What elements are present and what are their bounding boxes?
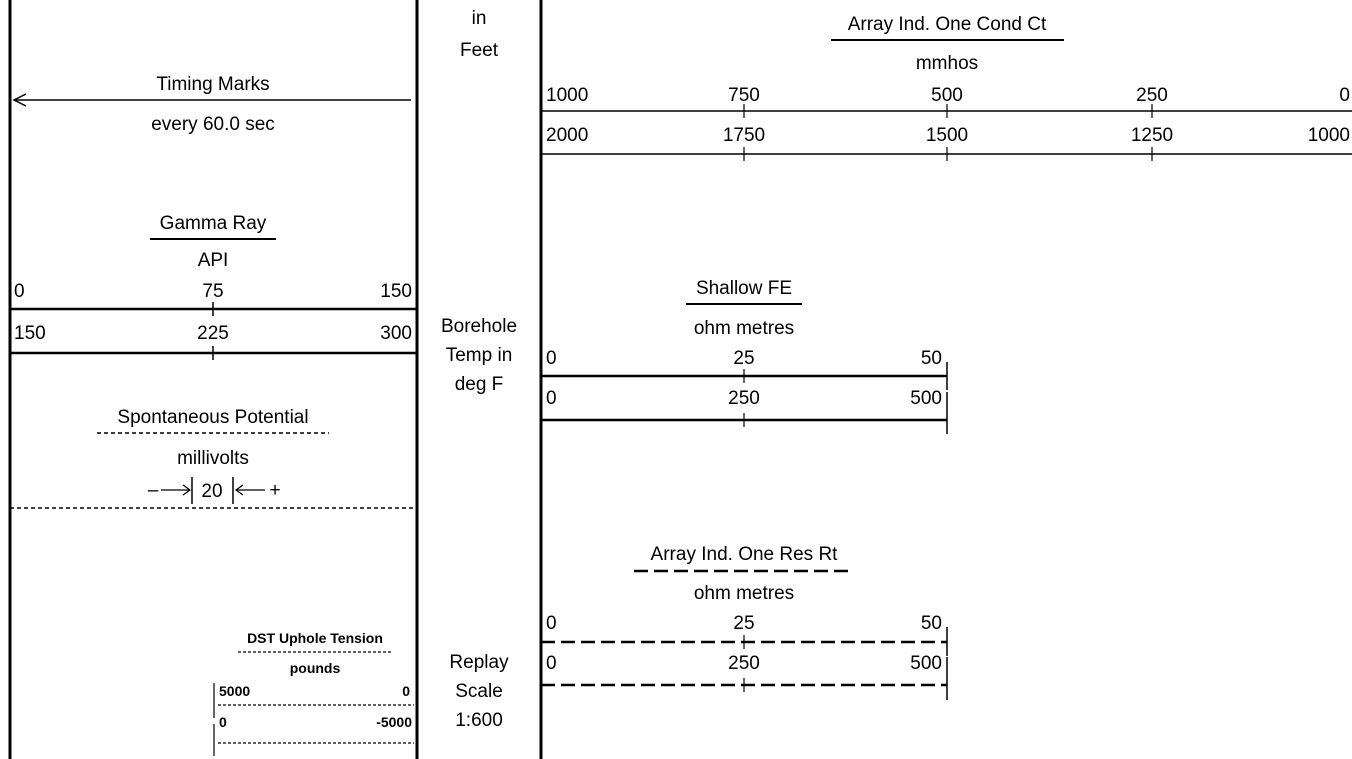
cond-unit: mmhos [916, 53, 978, 74]
shallow-scale2-max: 500 [910, 388, 942, 409]
depth-header-bottom: Feet [460, 40, 499, 61]
res-scale: Array Ind. One Res Rt ohm metres 0 25 50… [541, 544, 948, 700]
res-unit: ohm metres [694, 583, 794, 604]
gamma-scale2-mid: 225 [197, 323, 229, 344]
cond-scale2-v3: 1250 [1131, 125, 1173, 146]
sp-value: 20 [201, 481, 222, 502]
cond-scale1-v1: 750 [728, 85, 760, 106]
depth-track: in Feet Borehole Temp in deg F Replay Sc… [441, 8, 517, 731]
temp-label-1: Borehole [441, 316, 517, 337]
shallow-scale1-max: 50 [921, 348, 942, 369]
res-title: Array Ind. One Res Rt [651, 544, 839, 565]
cond-scale1-v3: 250 [1136, 85, 1168, 106]
shallow-scale2-mid: 250 [728, 388, 760, 409]
sp-unit: millivolts [177, 448, 249, 469]
sp-plus-sign: + [269, 480, 280, 501]
timing-subtitle: every 60.0 sec [151, 114, 275, 135]
res-scale2-max: 500 [910, 653, 942, 674]
gamma-scale1-mid: 75 [202, 281, 223, 302]
shallow-scale2-min: 0 [546, 388, 557, 409]
shallow-title: Shallow FE [696, 278, 792, 299]
shallow-unit: ohm metres [694, 318, 794, 339]
replay-label-3: 1:600 [455, 710, 503, 731]
gamma-scale2-min: 150 [14, 323, 46, 344]
timing-title: Timing Marks [156, 74, 269, 95]
depth-header-top: in [472, 8, 487, 29]
replay-label-1: Replay [449, 652, 509, 673]
dst-scale2-min: 0 [219, 714, 227, 730]
cond-scale2-v4: 1000 [1308, 125, 1350, 146]
gamma-unit: API [198, 250, 229, 271]
sp-scale: Spontaneous Potential millivolts – 20 + [10, 407, 417, 509]
gamma-scale1-min: 0 [14, 281, 25, 302]
arrow-left-icon [12, 93, 27, 107]
timing-marks: Timing Marks every 60.0 sec [12, 74, 411, 135]
sp-title: Spontaneous Potential [117, 407, 308, 428]
dst-scale1-max: 0 [402, 683, 410, 699]
arrow-left-small-icon [234, 484, 244, 496]
res-scale1-min: 0 [546, 613, 557, 634]
cond-scale2-v0: 2000 [546, 125, 588, 146]
res-scale2-mid: 250 [728, 653, 760, 674]
shallow-scale1-min: 0 [546, 348, 557, 369]
cond-scale1-v2: 500 [931, 85, 963, 106]
dst-title: DST Uphole Tension [247, 630, 383, 646]
res-scale2-min: 0 [546, 653, 557, 674]
shallow-fe-scale: Shallow FE ohm metres 0 25 50 0 250 500 [541, 278, 948, 434]
cond-scale2-v1: 1750 [723, 125, 765, 146]
cond-scale2-v2: 1500 [926, 125, 968, 146]
res-scale1-mid: 25 [733, 613, 754, 634]
res-scale1-max: 50 [921, 613, 942, 634]
dst-scale1-min: 5000 [219, 683, 250, 699]
gamma-ray-scale: Gamma Ray API 0 75 150 150 225 300 [10, 213, 417, 360]
replay-label-2: Scale [455, 681, 503, 702]
gamma-scale1-max: 150 [380, 281, 412, 302]
cond-scale: Array Ind. One Cond Ct mmhos 1000 750 50… [541, 14, 1352, 161]
temp-label-3: deg F [455, 374, 504, 395]
cond-scale1-v4: 0 [1339, 85, 1350, 106]
cond-title: Array Ind. One Cond Ct [848, 14, 1047, 35]
gamma-scale2-max: 300 [380, 323, 412, 344]
dst-scale: DST Uphole Tension pounds 5000 0 0 -5000 [213, 630, 414, 756]
shallow-scale1-mid: 25 [733, 348, 754, 369]
arrow-right-icon [182, 484, 192, 496]
gamma-title: Gamma Ray [160, 213, 267, 234]
cond-scale1-v0: 1000 [546, 85, 588, 106]
sp-minus-sign: – [148, 480, 159, 501]
dst-unit: pounds [290, 660, 341, 676]
dst-scale2-max: -5000 [376, 714, 412, 730]
temp-label-2: Temp in [446, 345, 513, 366]
